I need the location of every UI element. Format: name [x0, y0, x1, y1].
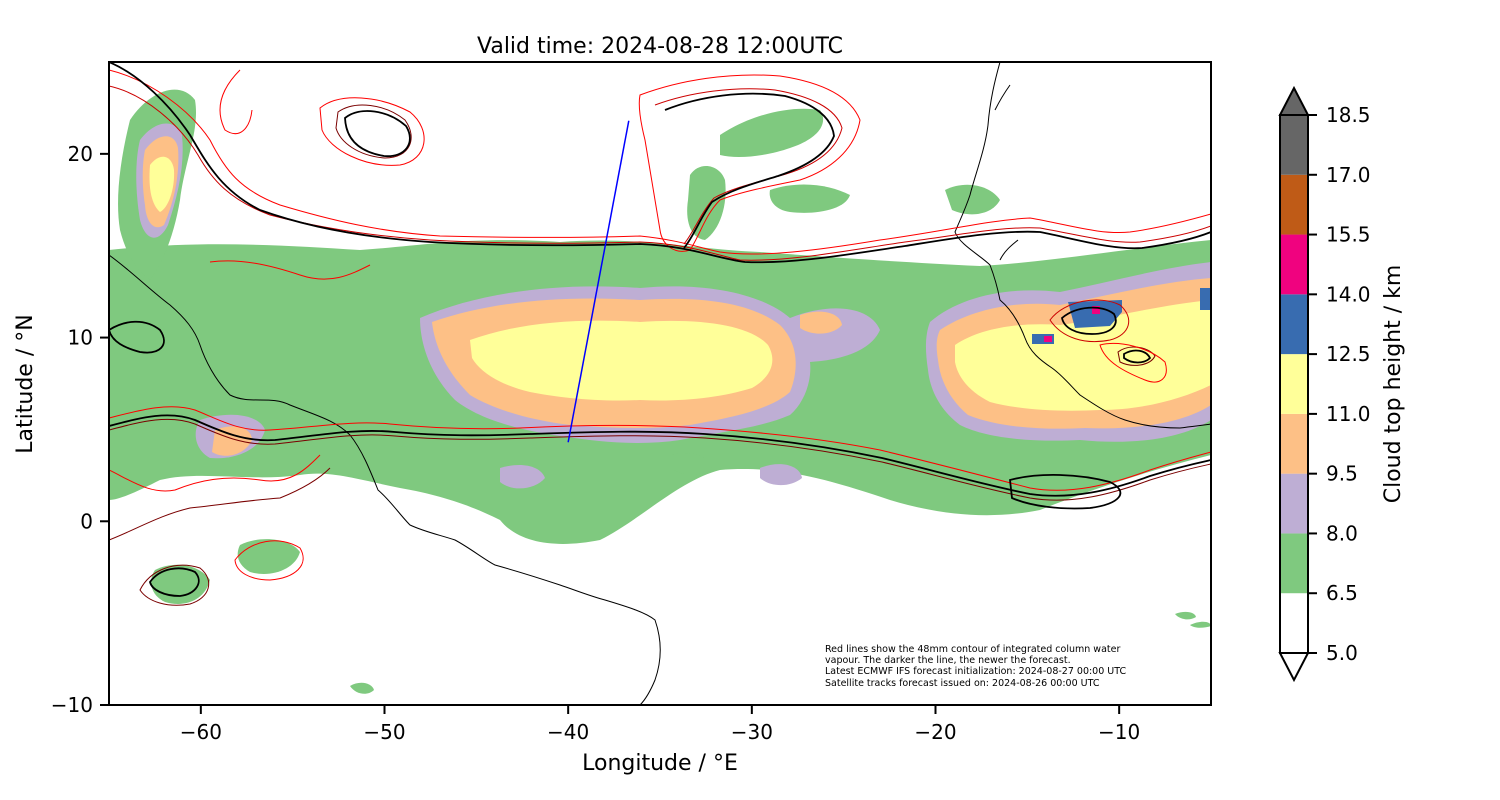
- colorbar-tick-label: 6.5: [1326, 581, 1358, 605]
- contour-line: [654, 88, 843, 245]
- south-america-coastline: [109, 254, 661, 705]
- colorbar-segment: [1280, 294, 1308, 355]
- contour-line: [664, 92, 835, 249]
- colorbar-segment: [1280, 354, 1308, 414]
- contour-line: [109, 418, 1211, 501]
- contour-line: [344, 110, 411, 157]
- map-title: Valid time: 2024-08-28 12:00UTC: [477, 34, 843, 59]
- colorbar-segment: [1280, 413, 1308, 474]
- colorbar-segment: [1280, 234, 1308, 295]
- x-tick-label: −50: [363, 720, 405, 744]
- x-tick-label: −10: [1098, 720, 1140, 744]
- contour-line: [1123, 349, 1152, 364]
- y-axis-label: Latitude / °N: [13, 314, 38, 453]
- annotation-line-2: vapour. The darker the line, the newer t…: [825, 655, 1071, 666]
- colorbar-extend-max: [1278, 85, 1310, 116]
- contour-line: [109, 62, 1211, 264]
- colorbar-tick-label: 8.0: [1326, 521, 1358, 545]
- satellite-track-line: [567, 120, 630, 443]
- contour-line: [109, 414, 1211, 497]
- colorbar-segment: [1280, 115, 1308, 175]
- coastlines: [109, 62, 1211, 705]
- colorbar-segment: [1280, 174, 1308, 235]
- colorbar-tick-label: 11.0: [1326, 402, 1371, 426]
- x-tick-label: −40: [547, 720, 589, 744]
- west-africa-coastline: [954, 62, 1211, 429]
- y-tick-label: −10: [51, 693, 93, 717]
- annotation-text: Red lines show the 48mm contour of integ…: [825, 644, 1129, 689]
- contour-line: [109, 406, 1211, 491]
- x-axis-label: Longitude / °E: [582, 751, 738, 776]
- y-tick-label: 0: [80, 509, 93, 533]
- colorbar-tick-label: 17.0: [1326, 163, 1371, 187]
- colorbar-tick-label: 15.5: [1326, 223, 1371, 247]
- contour-line: [109, 69, 1211, 255]
- cloud-layer-11-12p5: [149, 156, 1211, 411]
- colorbar-frame: [1279, 114, 1309, 654]
- contour-line: [109, 320, 165, 354]
- annotation-line-3: Latest ECMWF IFS forecast initialization…: [825, 666, 1126, 677]
- colorbar-tick-label: 14.0: [1326, 282, 1371, 306]
- contour-line: [209, 260, 371, 280]
- contour-line: [109, 85, 1211, 261]
- contour-line: [638, 74, 861, 252]
- map-plot-area: Red lines show the 48mm contour of integ…: [108, 61, 1212, 706]
- colorbar-segment: [1280, 593, 1308, 653]
- y-axis: 20 10 0 −10: [51, 142, 109, 717]
- colorbar-extend-min: [1278, 652, 1310, 683]
- contour-line: [234, 540, 304, 581]
- contour-line: [1009, 474, 1122, 510]
- x-tick-label: −30: [731, 720, 773, 744]
- colorbar-tick-label: 9.5: [1326, 462, 1358, 486]
- moisture-contours-latest: [109, 62, 1211, 597]
- cloud-top-field: [109, 62, 1211, 705]
- y-tick-label: 10: [68, 326, 93, 350]
- cloud-layer-14-15p5: [1044, 306, 1100, 342]
- contour-line: [1049, 299, 1130, 343]
- contour-line: [109, 454, 321, 492]
- contour-line: [1061, 306, 1117, 335]
- contour-line: [139, 564, 210, 606]
- colorbar-tick-label: 18.5: [1326, 103, 1371, 127]
- x-axis: −60 −50 −40 −30 −20 −10: [180, 705, 1140, 744]
- contour-line: [109, 467, 331, 541]
- moisture-contours-red: [109, 69, 1211, 606]
- x-tick-label: −60: [180, 720, 222, 744]
- colorbar-label: Cloud top height / km: [1381, 265, 1406, 504]
- annotation-line-1: Red lines show the 48mm contour of integ…: [825, 644, 1120, 655]
- contour-line: [319, 97, 425, 166]
- colorbar: 5.0 6.5 8.0 9.5 11.0 12.5 14.0 15.5 17.0 18.5: [1278, 85, 1371, 683]
- contour-line: [149, 567, 200, 597]
- colorbar-tick-label: 12.5: [1326, 342, 1371, 366]
- contour-line: [219, 69, 253, 135]
- annotation-line-4: Satellite tracks forecast issued on: 202…: [825, 678, 1100, 689]
- y-tick-label: 20: [68, 142, 93, 166]
- colorbar-tick-label: 5.0: [1326, 641, 1358, 665]
- x-tick-label: −20: [914, 720, 956, 744]
- map-frame: [108, 61, 1212, 706]
- contour-line: [1099, 343, 1167, 383]
- colorbar-segment: [1280, 473, 1308, 534]
- contour-line: [335, 104, 412, 159]
- colorbar-segment: [1280, 533, 1308, 594]
- contour-line: [1117, 346, 1156, 366]
